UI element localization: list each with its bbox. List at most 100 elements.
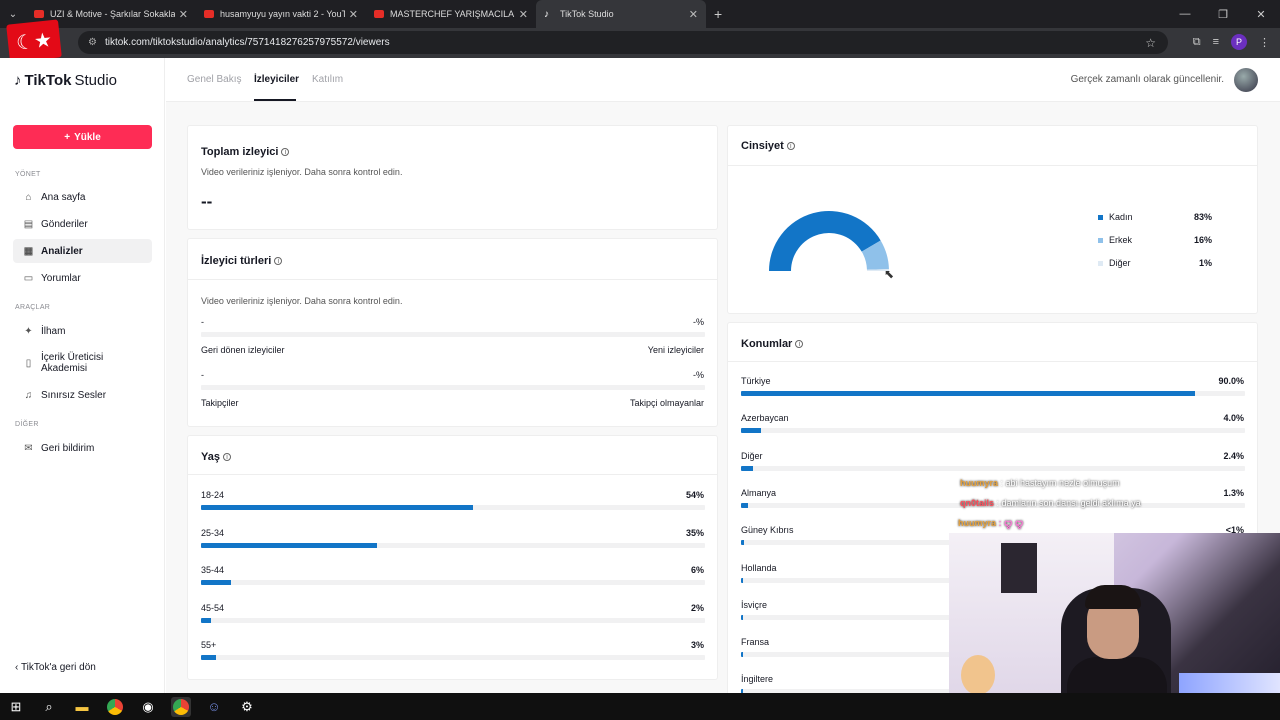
site-info-icon[interactable]: ⚙ xyxy=(88,37,97,48)
home-icon: ⌂ xyxy=(25,191,32,203)
browser-tabbar: ⌄ UZI & Motive - Şarkılar Sokakla ✕ husam… xyxy=(0,0,1280,28)
gender-gauge-chart xyxy=(769,211,889,271)
file-explorer-icon[interactable]: ▬ xyxy=(75,699,89,714)
lightbulb-icon: ✦ xyxy=(24,325,33,337)
sidebar-item-sounds[interactable]: ♫ Sınırsız Sesler xyxy=(13,383,152,407)
restore-icon[interactable]: ❐ xyxy=(1218,8,1228,21)
legend-pct: 83% xyxy=(1193,212,1212,222)
tab-viewers[interactable]: İzleyiciler xyxy=(254,74,300,85)
legend-label: Erkek xyxy=(1109,235,1133,245)
title-text: Toplam izleyici xyxy=(201,146,279,158)
location-label: Güney Kıbrıs xyxy=(741,525,794,536)
info-icon[interactable]: i xyxy=(281,148,290,156)
location-bar-track xyxy=(741,465,1245,471)
location-bar-fill xyxy=(741,652,744,658)
bookmark-star-icon[interactable]: ☆ xyxy=(1145,35,1156,50)
total-viewers-card: Toplam izleyici i Video verileriniz işlen… xyxy=(187,125,718,230)
user-avatar[interactable] xyxy=(1234,68,1258,92)
location-bar-fill xyxy=(741,391,1195,396)
upload-button[interactable]: + Yükle xyxy=(13,125,152,149)
close-window-icon[interactable]: ✕ xyxy=(1256,8,1266,21)
sidebar-item-analytics[interactable]: ▦ Analizler xyxy=(13,239,152,263)
sidebar-item-label: Yorumlar xyxy=(41,272,81,284)
sidebar-item-inspiration[interactable]: ✦ İlham xyxy=(13,319,152,343)
extensions-icon[interactable]: ⧉ xyxy=(1192,35,1201,48)
follower-bar xyxy=(201,385,705,390)
age-bar-track xyxy=(201,655,705,660)
gender-legend-row: Kadın 83% xyxy=(1098,212,1212,222)
menu-dots-icon[interactable]: ⋮ xyxy=(1259,36,1270,49)
info-icon[interactable]: i xyxy=(222,453,231,461)
url-text: tiktok.com/tiktokstudio/analytics/757141… xyxy=(104,37,390,48)
age-group-label: 35-44 xyxy=(201,565,225,575)
chat-message: huumyra : ꨄ ꨄ xyxy=(958,517,1023,530)
reading-list-icon[interactable]: ≡ xyxy=(1212,36,1219,48)
location-label: Almanya xyxy=(741,487,777,498)
location-bar-track xyxy=(741,502,1245,508)
age-group-pct: 3% xyxy=(690,640,704,650)
returning-value: - xyxy=(201,317,204,327)
sidebar-item-comments[interactable]: ▭ Yorumlar xyxy=(13,266,152,290)
chat-text: : ꨄ ꨄ xyxy=(998,518,1024,528)
age-bar-fill xyxy=(201,542,378,548)
tab-engagement[interactable]: Katılım xyxy=(312,74,344,85)
location-bar-fill xyxy=(741,577,744,583)
sidebar-item-feedback[interactable]: ✉ Geri bildirim xyxy=(13,436,152,460)
info-icon[interactable]: i xyxy=(795,340,804,348)
browser-tab[interactable]: UZI & Motive - Şarkılar Sokakla ✕ xyxy=(26,0,196,28)
chrome-icon[interactable] xyxy=(105,697,125,717)
sidebar-item-label: Analizler xyxy=(41,245,83,257)
location-pct: 90.0% xyxy=(1218,376,1244,386)
back-label: TikTok'a geri dön xyxy=(20,662,96,673)
music-note-icon: ♫ xyxy=(24,389,33,401)
profile-avatar[interactable]: P xyxy=(1231,34,1247,50)
obs-icon[interactable]: ◉ xyxy=(142,698,154,714)
card-title: İzleyici türleri i xyxy=(201,255,283,267)
browser-tab-active[interactable]: ♪ TikTok Studio ✕ xyxy=(536,0,706,28)
discord-icon[interactable]: ☺ xyxy=(207,699,221,714)
search-icon[interactable]: ⌕ xyxy=(45,698,53,714)
legend-swatch xyxy=(1098,214,1103,220)
age-bar-track xyxy=(201,505,705,510)
tab-search-icon[interactable]: ⌄ xyxy=(8,8,18,20)
close-tab-icon[interactable]: ✕ xyxy=(518,8,528,21)
card-title: Cinsiyet i xyxy=(741,140,795,152)
minimize-icon[interactable]: — xyxy=(1179,8,1191,20)
webcam-poster xyxy=(1001,543,1037,593)
info-icon[interactable]: i xyxy=(274,257,283,265)
browser-tab[interactable]: MASTERCHEF YARIŞMACILARININ✕ xyxy=(366,0,536,28)
location-label: İsviçre xyxy=(741,599,768,610)
age-group-label: 55+ xyxy=(201,640,217,650)
logo-text: TikTok xyxy=(24,72,72,89)
sidebar-item-home[interactable]: ⌂ Ana sayfa xyxy=(13,185,152,209)
non-followers-value: -% xyxy=(693,370,704,380)
windows-start-icon[interactable]: ⊞ xyxy=(10,698,22,714)
youtube-icon xyxy=(204,10,214,18)
comment-icon: ▭ xyxy=(23,272,34,284)
chrome-active-icon[interactable] xyxy=(171,696,191,717)
sidebar-item-academy[interactable]: ▯ İçerik Üreticisi Akademisi xyxy=(13,348,152,378)
age-bar-fill xyxy=(201,580,232,585)
age-bar-track xyxy=(201,542,705,548)
chat-username: huumyra xyxy=(958,518,997,528)
browser-tab[interactable]: husamyuyu yayın vakti 2 - YouT ✕ xyxy=(196,0,366,28)
sidebar-item-posts[interactable]: ▤ Gönderiler xyxy=(13,212,152,236)
tab-overview[interactable]: Genel Bakış xyxy=(187,74,242,85)
settings-gear-icon[interactable]: ⚙ xyxy=(241,698,253,714)
back-to-tiktok-link[interactable]: ‹ TikTok'a geri dön xyxy=(15,662,96,673)
tiktok-studio-logo[interactable]: ♪ TikTok Studio xyxy=(14,72,117,89)
age-group-pct: 2% xyxy=(690,602,704,613)
sidebar-item-label: Sınırsız Sesler xyxy=(41,389,107,401)
close-tab-icon[interactable]: ✕ xyxy=(348,8,358,21)
location-pct: 4.0% xyxy=(1223,413,1244,424)
tiktok-logo-icon: ♪ xyxy=(14,72,22,89)
address-bar[interactable]: ⚙ tiktok.com/tiktokstudio/analytics/7571… xyxy=(78,31,1168,54)
close-tab-icon[interactable]: ✕ xyxy=(178,8,188,21)
close-tab-icon[interactable]: ✕ xyxy=(688,8,698,21)
divider xyxy=(728,361,1257,362)
info-icon[interactable]: i xyxy=(786,142,795,150)
processing-note: Video verileriniz işleniyor. Daha sonra … xyxy=(201,167,403,177)
new-tab-icon[interactable]: + xyxy=(714,6,723,22)
location-label: Diğer xyxy=(741,450,763,461)
age-bar-fill xyxy=(201,617,212,623)
